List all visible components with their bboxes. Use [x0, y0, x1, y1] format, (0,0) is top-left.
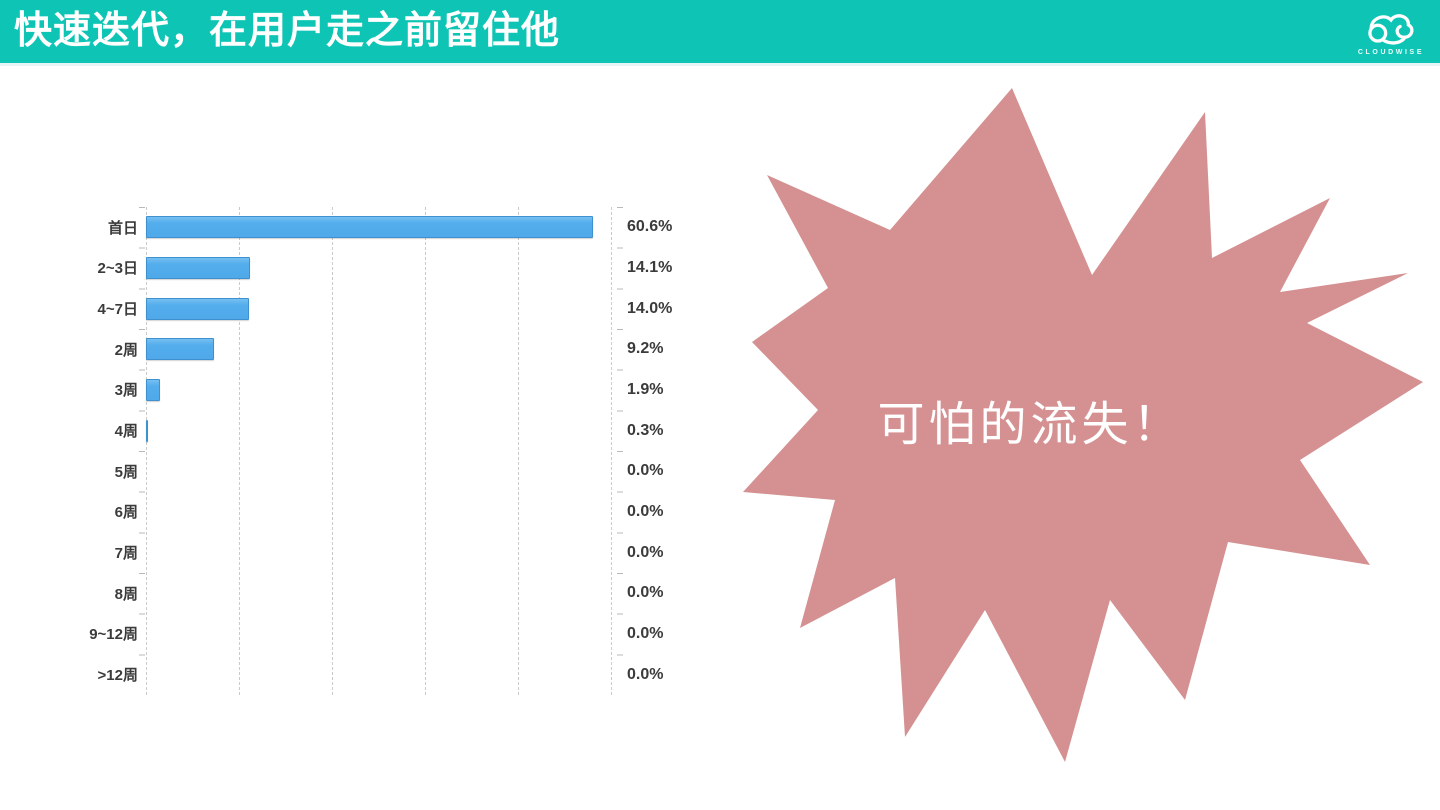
gridline: [425, 207, 426, 695]
chart-row: 9~12周 0.0%: [59, 614, 699, 655]
category-label: 2~3日: [97, 260, 138, 278]
value-label: 0.0%: [627, 502, 664, 520]
category-label: 4~7日: [97, 301, 138, 319]
cloud-logo-icon: [1368, 14, 1414, 45]
chart-rows: 首日 60.6% 2~3日 14.1% 4~7日 14.0% 2周 9.2% 3周 1.9% 4周 0…: [59, 207, 699, 695]
value-label: 0.3%: [627, 421, 664, 439]
starburst-icon: [743, 88, 1423, 762]
value-label: 0.0%: [627, 665, 664, 683]
cloudwise-logo: CLOUDWISE: [1352, 3, 1430, 63]
category-label: 6周: [114, 504, 138, 522]
header-bar: 快速迭代，在用户走之前留住他 CLOUDWISE: [0, 0, 1440, 66]
gridline: [146, 207, 147, 695]
logo-brand-text: CLOUDWISE: [1357, 49, 1425, 56]
chart-row: 8周 0.0%: [59, 573, 699, 614]
bar: [146, 216, 594, 239]
bar-cell: [146, 207, 611, 248]
category-label: 首日: [107, 219, 138, 237]
category-label: 9~12周: [89, 626, 138, 644]
bar-cell: [146, 410, 611, 451]
bar: [146, 338, 214, 361]
chart-row: 6周 0.0%: [59, 492, 699, 533]
value-label: 1.9%: [627, 380, 664, 398]
bar-cell: [146, 329, 611, 370]
retention-bar-chart: 首日 60.6% 2~3日 14.1% 4~7日 14.0% 2周 9.2% 3周 1.9% 4周 0…: [59, 207, 699, 695]
category-label: 2周: [114, 341, 138, 359]
chart-row: 4~7日 14.0%: [59, 288, 699, 329]
value-label: 14.1%: [627, 258, 673, 276]
chart-row: 7周 0.0%: [59, 532, 699, 573]
value-label: 0.0%: [627, 624, 664, 642]
axis-ticks-right: [617, 207, 623, 695]
chart-row: 2周 9.2%: [59, 329, 699, 370]
bar-cell: [146, 248, 611, 289]
bar-cell: [146, 451, 611, 492]
gridline: [239, 207, 240, 695]
category-label: 5周: [114, 463, 138, 481]
burst-callout: 可怕的流失！: [740, 80, 1440, 780]
gridline: [332, 207, 333, 695]
chart-row: 5周 0.0%: [59, 451, 699, 492]
bar: [146, 256, 251, 279]
bar-cell: [146, 532, 611, 573]
gridline: [518, 207, 519, 695]
category-label: 4周: [114, 423, 138, 441]
bar: [146, 297, 250, 320]
bar-cell: [146, 370, 611, 411]
gridline: [611, 207, 612, 695]
bar: [146, 378, 161, 401]
value-label: 14.0%: [627, 299, 673, 317]
page-title: 快速迭代，在用户走之前留住他: [14, 10, 561, 52]
bar-cell: [146, 573, 611, 614]
chart-row: >12周 0.0%: [59, 654, 699, 695]
chart-row: 首日 60.6%: [59, 207, 699, 248]
category-label: 8周: [114, 585, 138, 603]
bar-cell: [146, 288, 611, 329]
chart-gridlines: [139, 207, 623, 695]
category-label: >12周: [97, 667, 138, 685]
bar-cell: [146, 492, 611, 533]
axis-ticks-left: [139, 207, 145, 695]
chart-row: 2~3日 14.1%: [59, 248, 699, 289]
chart-row: 4周 0.3%: [59, 410, 699, 451]
category-label: 7周: [114, 545, 138, 563]
bar: [146, 419, 149, 442]
value-label: 9.2%: [627, 340, 664, 358]
bar-cell: [146, 654, 611, 695]
callout-text: 可怕的流失！: [877, 397, 1184, 451]
category-label: 3周: [114, 382, 138, 400]
value-label: 60.6%: [627, 218, 673, 236]
value-label: 0.0%: [627, 584, 664, 602]
bar-cell: [146, 614, 611, 655]
value-label: 0.0%: [627, 543, 664, 561]
chart-row: 3周 1.9%: [59, 370, 699, 411]
value-label: 0.0%: [627, 462, 664, 480]
